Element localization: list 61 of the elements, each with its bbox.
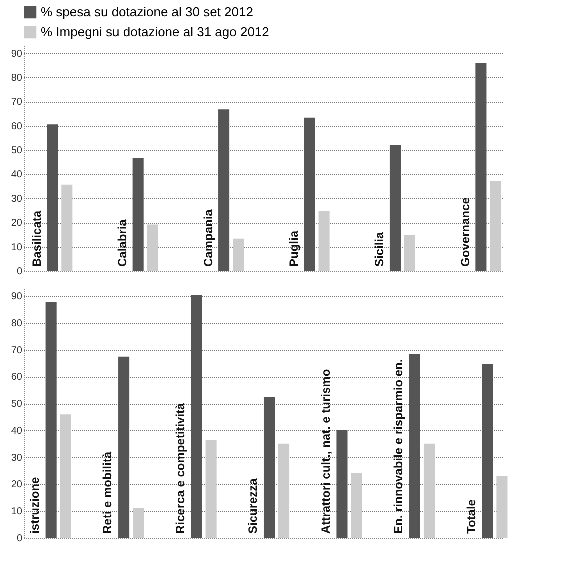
- bar: [47, 124, 58, 271]
- category-label: Attrattori cult., nat. e turismo: [318, 369, 333, 534]
- bar: [191, 294, 202, 538]
- bar: [404, 234, 416, 271]
- y-tick-label: 60: [11, 121, 23, 132]
- y-tick-label: 80: [11, 318, 23, 330]
- bar: [482, 364, 494, 538]
- category-label: istruzione: [28, 477, 42, 534]
- bar: [62, 184, 73, 271]
- bar: [132, 158, 144, 271]
- y-tick-label: 40: [11, 170, 23, 181]
- bar: [304, 118, 316, 271]
- y-tick-label: 10: [11, 506, 23, 518]
- y-tick-label: 90: [11, 292, 23, 303]
- category-label: Ricerca e competitività: [173, 403, 188, 534]
- bar: [409, 354, 420, 538]
- y-tick-label: 60: [11, 372, 23, 384]
- y-tick-label: 90: [11, 48, 23, 60]
- bar: [476, 63, 487, 271]
- y-tick-label: 30: [11, 194, 23, 205]
- bar: [336, 430, 348, 538]
- bar: [264, 397, 276, 538]
- y-tick-label: 70: [11, 345, 23, 356]
- bar: [118, 356, 130, 538]
- category-label: Reti e mobilità: [100, 452, 115, 534]
- y-tick-label: 50: [11, 146, 23, 157]
- legend-label: % spesa su dotazione al 30 set 2012: [41, 4, 254, 20]
- bar: [233, 238, 244, 271]
- y-tick-label: 50: [11, 399, 23, 410]
- y-tick-label: 10: [11, 242, 23, 254]
- category-label: Calabria: [116, 220, 130, 267]
- y-tick-label: 0: [16, 534, 23, 544]
- bar: [351, 473, 362, 538]
- y-tick-label: 20: [11, 480, 23, 491]
- y-tick-label: 40: [11, 426, 23, 437]
- category-label: Basilicata: [30, 210, 44, 267]
- y-tick-label: 30: [11, 452, 23, 464]
- category-label: En. rinnovabile e risparmio en.: [392, 359, 406, 534]
- bar: [318, 211, 330, 271]
- bar: [218, 110, 230, 271]
- category-label: Sicilia: [372, 232, 387, 267]
- bar: [147, 224, 158, 271]
- category-label: Governance: [458, 198, 472, 267]
- y-tick-label: 0: [16, 266, 23, 278]
- bar: [46, 302, 57, 538]
- category-label: Totale: [464, 500, 478, 534]
- legend-label: % Impegni su dotazione al 31 ago 2012: [41, 24, 270, 40]
- bar: [390, 145, 401, 271]
- y-tick-label: 80: [11, 72, 23, 84]
- bar: [133, 508, 144, 538]
- bar: [490, 181, 502, 271]
- bar: [206, 440, 217, 538]
- bar: [496, 476, 508, 538]
- bar: [60, 414, 72, 538]
- category-label: Sicurezza: [246, 478, 260, 534]
- y-tick-label: 20: [11, 218, 23, 230]
- category-label: Campania: [201, 210, 216, 267]
- bar: [424, 444, 436, 538]
- category-label: Puglia: [287, 230, 301, 267]
- y-tick-label: 70: [11, 97, 23, 108]
- bar: [278, 444, 290, 538]
